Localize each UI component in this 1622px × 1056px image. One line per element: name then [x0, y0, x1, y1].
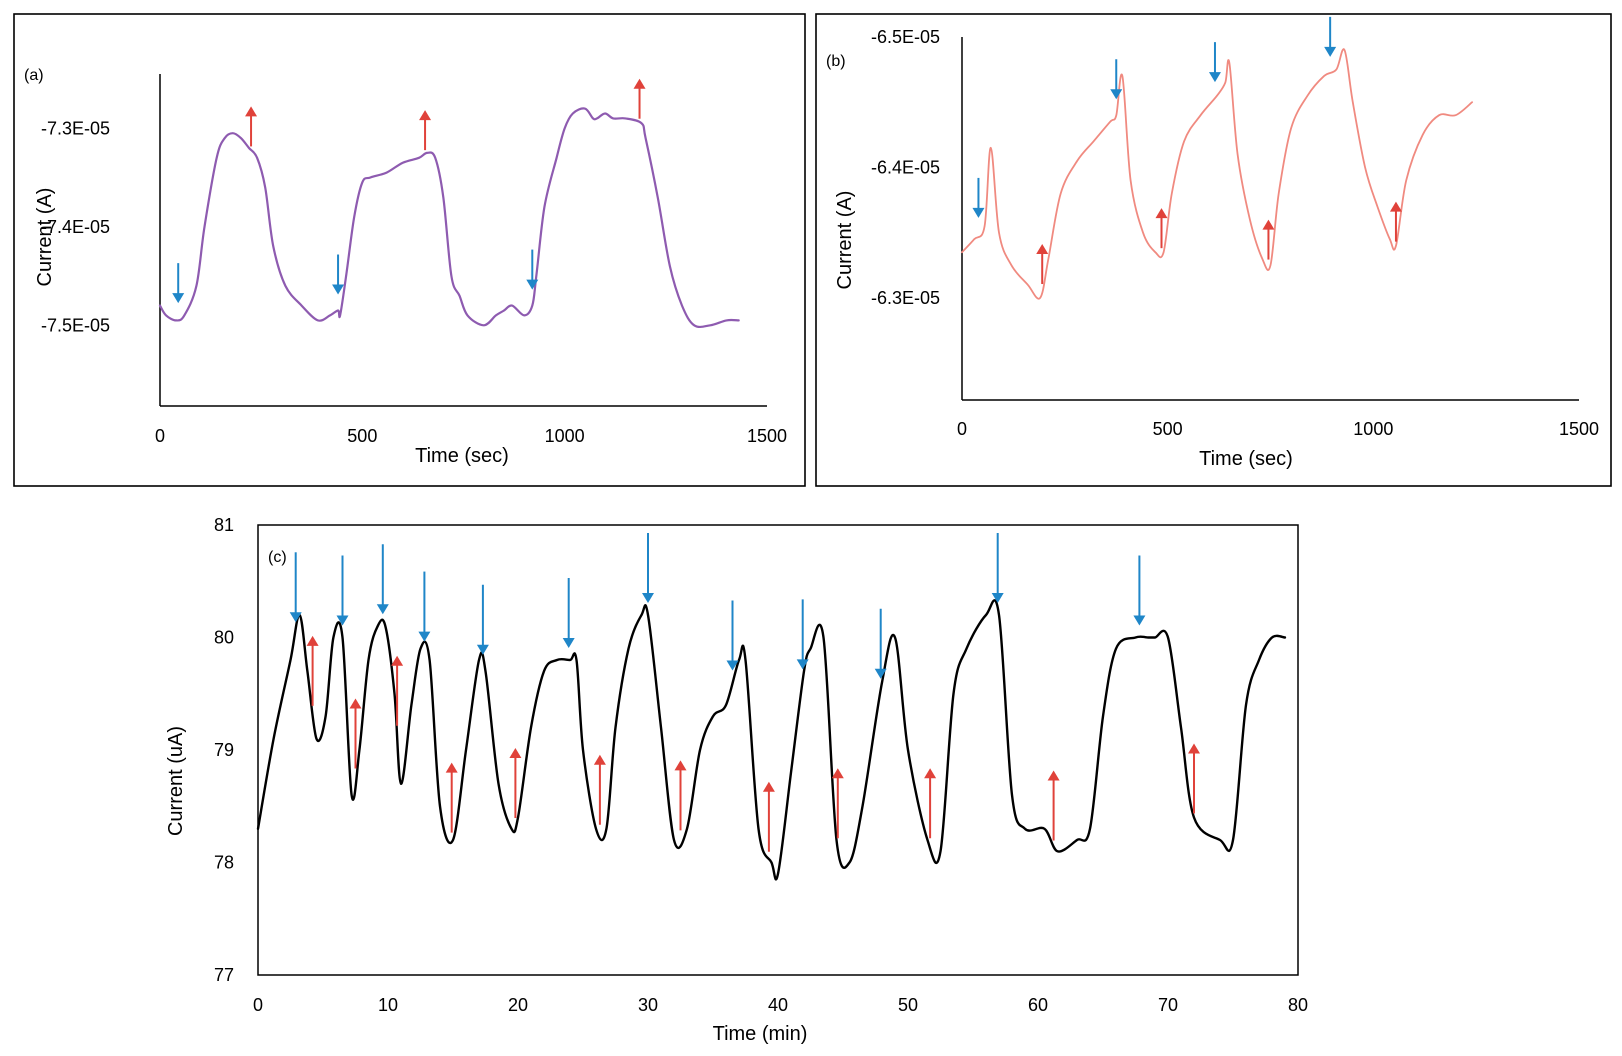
panel-c-blue-arrow-head: [1133, 615, 1146, 626]
panel-c-y-tick-label: 81: [214, 515, 234, 535]
panel-c-label: (c): [268, 549, 287, 566]
panel-c-x-tick-label: 70: [1158, 995, 1178, 1015]
panel-b-x-axis-title: Time (sec): [1199, 448, 1293, 470]
panel-c-blue-arrow-head: [991, 593, 1004, 603]
panel-b-y-tick-label: -6.3E-05: [871, 288, 940, 308]
panel-c-blue-arrow-head: [476, 644, 489, 655]
panel-c-red-arrow-head: [509, 748, 522, 758]
panel-c-blue-arrow-head: [726, 660, 739, 671]
panel-c-x-tick-label: 10: [378, 995, 398, 1015]
panel-c-blue-arrow-head: [376, 604, 389, 615]
panel-a-y-tick-label: -7.3E-05: [41, 118, 110, 138]
panel-a-border: [13, 13, 806, 487]
panel-c-y-tick-label: 77: [214, 965, 234, 985]
panel-a-red-arrow-head: [245, 106, 258, 117]
panel-b-border: [815, 13, 1612, 487]
panel-c-red-arrow-head: [391, 655, 404, 666]
panel-b-red-arrow-head: [1155, 208, 1168, 219]
panel-a-x-axis-title: Time (sec): [415, 445, 509, 467]
panel-b-red-arrow-head: [1389, 201, 1402, 212]
panel-c-blue-arrow-head: [336, 615, 349, 626]
panel-c-blue-arrow-head: [562, 638, 575, 648]
panel-c-red-arrow-head: [445, 762, 458, 773]
panel-c-red-arrow-head: [593, 754, 606, 765]
panel-c-red-arrow-head: [1188, 743, 1200, 754]
panel-a-x-tick-label: 500: [347, 426, 377, 446]
panel-c-x-tick-label: 40: [768, 995, 788, 1015]
chart-panel-b: (b) 0 500 1000 1500 -6.5E-05 -6.4E-05 -6.3E-05…: [815, 13, 1612, 487]
panel-c-blue-arrow-head: [289, 612, 302, 623]
panel-c-x-tick-label: 30: [638, 995, 658, 1015]
panel-c-red-arrow-head: [924, 768, 937, 779]
panel-a-label: (a): [24, 67, 44, 84]
panel-a-x-tick-label: 1000: [545, 426, 585, 446]
panel-c-plot-frame: [257, 524, 1299, 976]
panel-c-blue-arrow-head: [642, 593, 654, 603]
panel-a-current-series-line: [158, 107, 740, 329]
panel-b-red-arrow-head: [1262, 219, 1275, 230]
panel-b-x-tick-label: 0: [957, 419, 967, 439]
panel-b-x-tick-label: 500: [1153, 419, 1183, 439]
panel-c-y-tick-label: 78: [214, 853, 234, 873]
panel-b-current-series-line: [961, 48, 1473, 300]
panel-a-y-tick-label: -7.4E-05: [41, 217, 110, 237]
panel-a-blue-arrow-head: [526, 279, 539, 290]
panel-a-x-tick-label: 1500: [747, 426, 787, 446]
panel-c-x-tick-label: 60: [1028, 995, 1048, 1015]
panel-c-red-arrow-head: [674, 760, 687, 771]
panel-a-y-tick-label: -7.5E-05: [41, 315, 110, 335]
panel-c-x-tick-label: 50: [898, 995, 918, 1015]
panel-c-red-arrow-head: [306, 635, 319, 646]
panel-c-red-arrow-head: [1047, 770, 1060, 781]
panel-c-red-arrow-head: [349, 698, 362, 709]
panel-c-blue-arrow-head: [418, 631, 431, 642]
panel-a-y-axis-title: Current (A): [34, 188, 56, 287]
panel-a-x-tick-label: 0: [155, 426, 165, 446]
panel-b-blue-arrow-head: [1208, 72, 1221, 83]
panel-c-red-arrow-head: [762, 781, 775, 792]
panel-b-blue-arrow-head: [1110, 89, 1123, 100]
panel-b-red-arrow-head: [1036, 244, 1049, 255]
panel-c-y-axis-title: Current (uA): [165, 726, 187, 836]
panel-a-blue-arrow-head: [332, 284, 345, 295]
panel-b-label: (b): [826, 53, 846, 70]
panel-a-red-arrow-head: [419, 110, 432, 121]
chart-panel-a: (a) 0 500 1000 1500 -7.5E-05 -7.4E-05 -7.3E-05…: [13, 13, 806, 487]
panel-c-current-series-line: [256, 599, 1287, 881]
panel-c-x-tick-label: 80: [1288, 995, 1308, 1015]
panel-b-x-tick-label: 1000: [1353, 419, 1393, 439]
panel-b-y-tick-label: -6.5E-05: [871, 27, 940, 47]
panel-b-blue-arrow-head: [972, 207, 985, 218]
panel-c-x-tick-label: 0: [253, 995, 263, 1015]
panel-c-y-tick-label: 80: [214, 628, 234, 648]
panel-b-x-tick-label: 1500: [1559, 419, 1599, 439]
panel-b-blue-arrow-head: [1324, 46, 1337, 57]
panel-c-blue-arrow-head: [796, 659, 809, 670]
panel-c-y-tick-label: 79: [214, 740, 234, 760]
panel-c-x-tick-label: 20: [508, 995, 528, 1015]
panel-c-red-arrow-head: [831, 768, 844, 779]
panel-a-red-arrow-head: [633, 78, 646, 89]
panel-a-blue-arrow-head: [172, 293, 185, 304]
chart-panel-c: (c) 0 10 20 30 40 50 60 70 80 77 78 79 80 81 Time (mi…: [165, 515, 1308, 1045]
panel-c-blue-arrow-head: [874, 668, 887, 679]
panel-b-y-tick-label: -6.4E-05: [871, 157, 940, 177]
panel-c-x-axis-title: Time (min): [713, 1023, 808, 1045]
panel-b-y-axis-title: Current (A): [834, 191, 856, 290]
